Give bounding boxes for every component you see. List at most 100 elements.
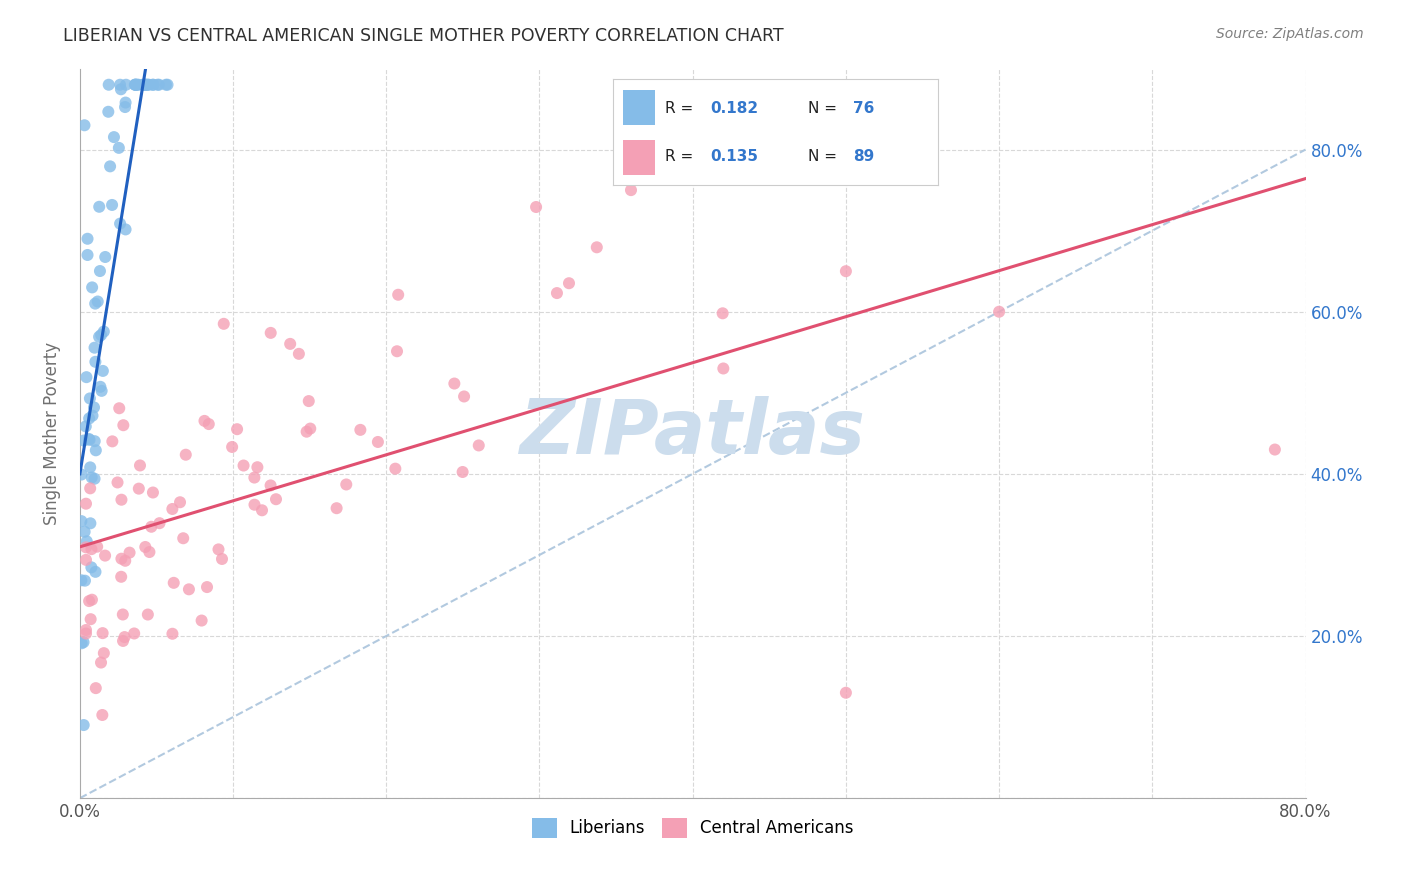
Point (558, 277, 581, 291)
Point (190, 614, 212, 628)
Point (83, 341, 105, 355)
Legend: Liberians, Central Americans: Liberians, Central Americans (524, 811, 860, 845)
Point (524, 200, 547, 214)
Point (193, 414, 215, 428)
Text: Source: ZipAtlas.com: Source: ZipAtlas.com (1216, 27, 1364, 41)
Point (129, 458, 152, 473)
Point (110, 492, 132, 507)
Point (75, 553, 97, 567)
Point (122, 626, 145, 640)
Point (453, 389, 475, 403)
Point (212, 317, 235, 331)
Point (70, 467, 93, 482)
Point (90, 328, 112, 343)
Point (76, 248, 98, 262)
Point (73, 434, 96, 448)
Point (259, 478, 281, 492)
Point (138, 78, 160, 92)
Point (86, 540, 108, 554)
Point (134, 78, 156, 92)
Point (73, 524, 96, 539)
Point (335, 477, 357, 491)
Point (111, 607, 134, 622)
Point (89, 264, 111, 278)
Point (72, 635, 94, 649)
Point (82, 280, 104, 294)
Point (138, 545, 160, 559)
Point (70, 514, 93, 528)
Point (84, 681, 107, 695)
Point (221, 440, 243, 454)
Point (162, 626, 184, 640)
Point (146, 78, 169, 92)
Point (70, 574, 93, 588)
Point (79, 460, 101, 475)
Point (108, 217, 131, 231)
Point (94, 549, 117, 563)
Point (232, 458, 254, 473)
Point (91, 364, 114, 378)
Point (288, 347, 311, 361)
Point (97, 104, 120, 119)
Point (83, 401, 105, 415)
Point (325, 501, 347, 516)
Point (89, 200, 111, 214)
Point (384, 461, 406, 475)
Point (80, 592, 103, 607)
Point (79, 392, 101, 406)
Point (114, 100, 136, 114)
Point (177, 582, 200, 597)
Point (226, 422, 249, 436)
Point (93, 325, 115, 339)
Point (70, 636, 93, 650)
Point (172, 531, 194, 545)
Point (128, 482, 150, 496)
Y-axis label: Single Mother Poverty: Single Mother Poverty (44, 342, 60, 524)
Point (169, 495, 191, 509)
Point (91, 626, 114, 640)
Point (75, 370, 97, 384)
Point (278, 337, 301, 351)
Point (385, 344, 408, 359)
Point (75, 541, 97, 555)
Point (260, 326, 283, 340)
Point (134, 78, 156, 92)
Point (80, 560, 103, 574)
Point (110, 82, 132, 96)
Point (136, 78, 159, 92)
Point (77, 411, 100, 425)
Point (73, 118, 96, 132)
Point (112, 418, 135, 433)
Point (83, 472, 105, 486)
Point (114, 554, 136, 568)
Point (79, 516, 101, 531)
Point (835, 264, 858, 278)
Point (367, 434, 389, 449)
Point (156, 78, 179, 92)
Point (142, 78, 165, 92)
Point (211, 552, 233, 566)
Point (295, 425, 318, 439)
Point (141, 520, 163, 534)
Point (124, 78, 146, 92)
Point (174, 448, 197, 462)
Point (91, 708, 114, 723)
Point (73, 718, 96, 732)
Point (94, 250, 117, 264)
Point (243, 470, 266, 484)
Point (468, 438, 491, 452)
Point (299, 421, 322, 435)
Point (114, 222, 136, 236)
Point (110, 570, 132, 584)
Point (108, 78, 131, 92)
Point (142, 78, 165, 92)
Point (86, 294, 108, 309)
Point (108, 401, 131, 416)
Point (148, 78, 170, 92)
Point (387, 287, 409, 301)
Point (114, 95, 136, 110)
Point (80, 542, 103, 557)
Point (127, 78, 149, 92)
Point (115, 78, 138, 92)
Point (75, 497, 97, 511)
